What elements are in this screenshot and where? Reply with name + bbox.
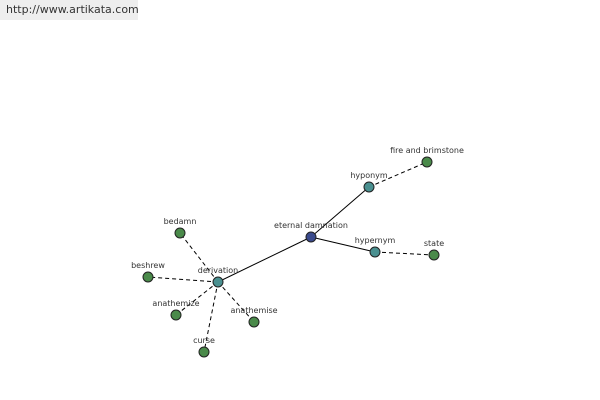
node-label: anathemize	[152, 299, 199, 308]
edge	[310, 186, 370, 238]
node-label: curse	[193, 336, 215, 345]
node[interactable]	[212, 276, 224, 288]
node-label: derivation	[198, 266, 238, 275]
node[interactable]	[174, 227, 186, 239]
site-url[interactable]: http://www.artikata.com	[0, 0, 139, 20]
dashed-edge	[147, 276, 219, 283]
node[interactable]	[142, 271, 154, 283]
node[interactable]	[198, 346, 210, 358]
node-label: beshrew	[131, 261, 165, 270]
dashed-edge	[217, 281, 255, 323]
node-label: fire and brimstone	[390, 146, 464, 155]
node-label: hyponym	[350, 171, 388, 180]
dashed-edge	[368, 161, 428, 188]
dashed-edge	[374, 251, 435, 256]
node[interactable]	[248, 316, 260, 328]
node-label: eternal damnation	[274, 221, 348, 230]
node-label: hypernym	[355, 236, 396, 245]
dashed-edge	[203, 281, 219, 353]
node[interactable]	[428, 249, 440, 261]
node-label: state	[424, 239, 444, 248]
node-label: bedamn	[164, 217, 197, 226]
node[interactable]	[305, 231, 317, 243]
node[interactable]	[170, 309, 182, 321]
dashed-edge	[179, 232, 219, 283]
node[interactable]	[363, 181, 375, 193]
dashed-edge	[175, 281, 219, 316]
edge	[310, 236, 376, 253]
edge	[217, 236, 312, 283]
node[interactable]	[369, 246, 381, 258]
node[interactable]	[421, 156, 433, 168]
node-label: anathemise	[230, 306, 277, 315]
